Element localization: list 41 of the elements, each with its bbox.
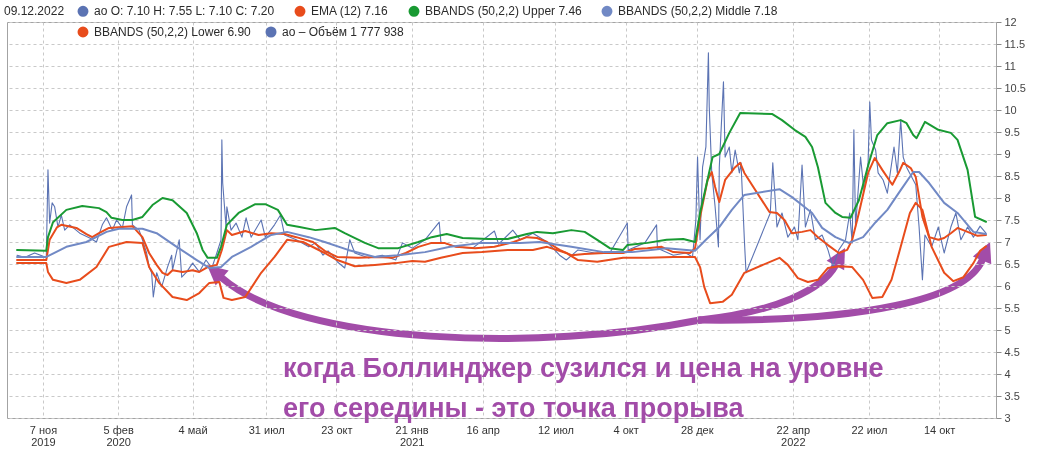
x-tick-label: 28 дек [680,423,714,436]
y-tick-label: 5 [1004,323,1011,336]
x-tick-label: 22 апр 2022 [776,423,811,448]
y-tick-label: 7 [1004,235,1011,248]
x-tick-label: 21 янв 2021 [395,423,429,448]
legend-label: EMA (12) 7.16 [311,4,389,19]
x-tick-label: 23 окт [321,423,353,436]
y-tick-label: 6.5 [1004,257,1020,270]
x-tick-label: 4 окт [613,423,639,436]
x-tick-label: 14 окт [923,423,956,436]
x-tick-label: 16 апр [466,423,500,436]
legend-label: ао O: 7.10 H: 7.55 L: 7.10 C: 7.20 [94,4,275,19]
y-tick-label: 4.5 [1004,345,1020,358]
y-tick-label: 3.5 [1004,389,1020,402]
y-tick-label: 9 [1004,147,1011,160]
y-tick-label: 10.5 [1004,81,1026,94]
y-tick-label: 3 [1004,411,1011,424]
y-tick-label: 10 [1004,103,1017,116]
x-tick-label: 22 июл [851,423,888,436]
y-tick-label: 12 [1004,15,1017,28]
y-tick-label: 6 [1004,279,1011,292]
legend-label: BBANDS (50,2,2) Lower 6.90 [94,25,252,39]
text: 09.12.2022 [4,4,65,19]
y-tick-label: 8 [1004,191,1011,204]
y-tick-label: 8.5 [1004,169,1020,182]
y-tick-label: 7.5 [1004,213,1020,226]
y-tick-label: 11.5 [1004,37,1026,50]
y-tick-label: 5.5 [1004,301,1020,314]
x-tick-label: 12 июл [537,423,574,436]
annotation: ао – Объём 1 777 938 [282,25,404,39]
x-tick-label: 7 ноя 2019 [29,423,58,448]
y-tick-label: 4 [1004,367,1011,380]
x-tick-label: 5 фев 2020 [103,423,134,448]
annotation: когда Боллинджер сузился и цена на уровне его середины - это точка прорыва [283,353,884,423]
y-tick-label: 11 [1004,59,1016,72]
x-tick-label: 31 июл [248,423,285,436]
line-series [16,112,987,259]
y-tick-label: 9.5 [1004,125,1020,138]
legend-label: BBANDS (50,2,2) Middle 7.18 [618,4,778,19]
legend-label: BBANDS (50,2,2) Upper 7.46 [425,4,583,19]
x-tick-label: 4 май [178,423,208,436]
